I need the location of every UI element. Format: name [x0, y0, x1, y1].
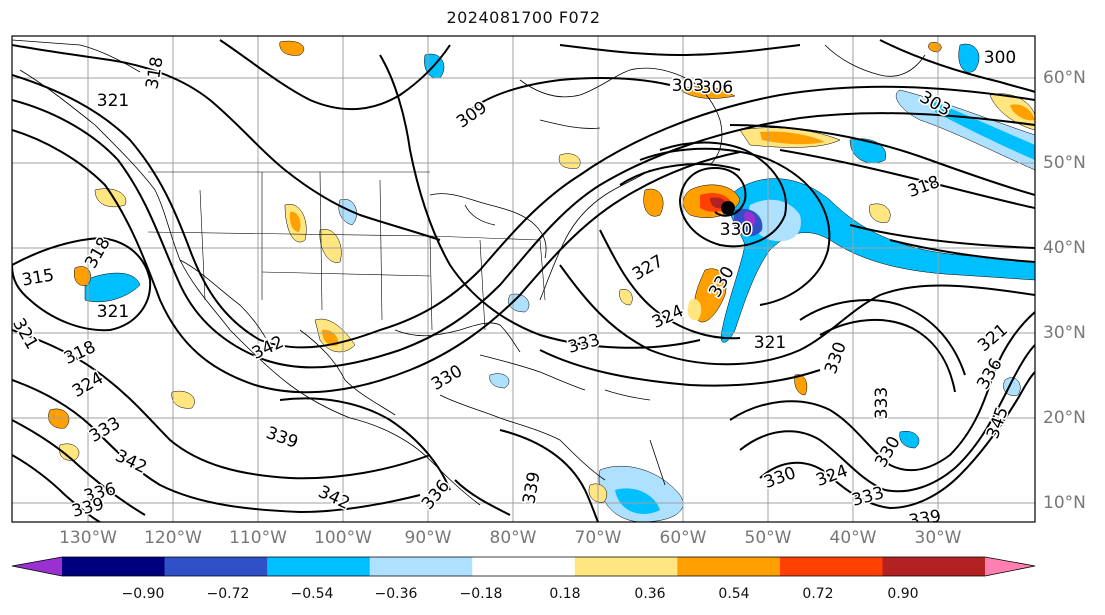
colorbar-tick: −0.36: [374, 586, 418, 602]
lon-label-60w: 60°W: [659, 528, 707, 548]
lon-label-130w: 130°W: [59, 528, 117, 548]
lon-label-80w: 80°W: [489, 528, 537, 548]
contours: [12, 39, 1035, 522]
colorbar-cell: [164, 557, 268, 576]
colorbar-tick: 0.54: [718, 586, 750, 602]
lon-label-110w: 110°W: [229, 528, 287, 548]
colorbar-tick: 0.18: [549, 586, 581, 602]
contour-label: 339: [907, 506, 942, 531]
contour-label: 306: [701, 78, 733, 98]
colorbar-tick: −0.54: [290, 586, 334, 602]
colorbar-cell: [472, 557, 576, 576]
coastlines: [12, 39, 926, 506]
contour-label: 318: [142, 55, 167, 90]
lat-label-60n: 60°N: [1043, 68, 1086, 88]
lon-label-90w: 90°W: [404, 528, 452, 548]
colorbar-cell: [62, 557, 166, 576]
lat-label-50n: 50°N: [1043, 153, 1086, 173]
colorbar-tick: 0.36: [634, 586, 666, 602]
contour-label: 333: [872, 387, 892, 419]
low-center-marker: [721, 201, 735, 215]
lon-label-40w: 40°W: [829, 528, 877, 548]
lon-label-120w: 120°W: [144, 528, 202, 548]
colorbar-cell: [677, 557, 781, 576]
contour-label: 330: [720, 220, 752, 240]
lon-label-70w: 70°W: [574, 528, 622, 548]
colorbar-tick: −0.72: [206, 586, 250, 602]
lon-label-30w: 30°W: [914, 528, 962, 548]
colorbar-cell: [779, 557, 883, 576]
colorbar-extend-left: [12, 557, 62, 576]
contour-label: 315: [20, 265, 55, 290]
positive-shading: [48, 40, 1035, 503]
colorbar-cell: [574, 557, 678, 576]
plot-frame: [11, 35, 1036, 523]
colorbar-tick: 0.72: [802, 586, 834, 602]
lat-label-10n: 10°N: [1043, 493, 1086, 513]
colorbar-cell: [369, 557, 473, 576]
contour-label: 321: [754, 333, 786, 353]
colorbar-cell: [882, 557, 986, 576]
colorbar-tick: 0.90: [887, 586, 919, 602]
lon-label-50w: 50°W: [744, 528, 792, 548]
colorbar-tick: −0.90: [121, 586, 165, 602]
contour-label: 300: [984, 48, 1016, 68]
colorbar-cell: [267, 557, 371, 576]
contour-label: 321: [97, 302, 129, 322]
negative-shading: [84, 43, 1035, 522]
graticule: [12, 36, 1035, 522]
map-title: 2024081700 F072: [446, 8, 601, 27]
lat-label-40n: 40°N: [1043, 238, 1086, 258]
colorbar: [11, 556, 1036, 577]
contour-label: 321: [97, 91, 129, 111]
lat-label-30n: 30°N: [1043, 323, 1086, 343]
contour-label: 303: [672, 76, 704, 96]
lat-label-20n: 20°N: [1043, 408, 1086, 428]
colorbar-extend-right: [985, 557, 1035, 576]
colorbar-tick: −0.18: [459, 586, 503, 602]
lon-label-100w: 100°W: [314, 528, 372, 548]
